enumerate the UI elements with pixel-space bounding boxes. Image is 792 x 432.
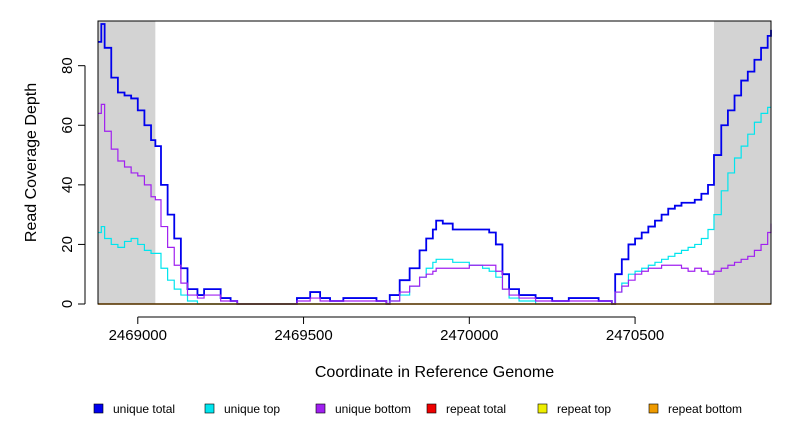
y-axis-title: Read Coverage Depth bbox=[23, 83, 40, 242]
y-axis: 0 20 40 60 80 bbox=[59, 57, 86, 308]
legend-swatch-unique-total bbox=[93, 403, 104, 414]
legend: unique total unique top unique bottom repea… bbox=[93, 402, 742, 416]
y-tick-label-2: 20 bbox=[59, 236, 76, 253]
legend-swatch-unique-top bbox=[204, 403, 215, 414]
plot-border bbox=[97, 20, 772, 305]
x-tick-label-3: 2470000 bbox=[440, 327, 498, 344]
legend-label-unique-total: unique total bbox=[113, 402, 175, 416]
series-unique-top bbox=[98, 106, 771, 305]
legend-label-repeat-top: repeat top bbox=[557, 402, 611, 416]
x-tick-label-1: 2469000 bbox=[109, 327, 167, 344]
legend-swatch-repeat-total bbox=[426, 403, 437, 414]
y-tick-label-1: 0 bbox=[59, 300, 76, 308]
y-tick-label-5: 80 bbox=[59, 57, 76, 74]
shaded-region-2 bbox=[713, 21, 771, 304]
series-unique-total bbox=[98, 23, 772, 305]
series-unique-bottom bbox=[98, 103, 772, 305]
legend-swatch-unique-bottom bbox=[315, 403, 326, 414]
x-tick-label-4: 2470500 bbox=[606, 327, 664, 344]
x-axis: 2469000 2469500 2470000 2470500 bbox=[109, 316, 664, 344]
y-tick-label-4: 60 bbox=[59, 117, 76, 134]
shaded-regions bbox=[98, 21, 771, 304]
shaded-region-1 bbox=[98, 21, 156, 304]
legend-label-repeat-bottom: repeat bottom bbox=[668, 402, 742, 416]
legend-swatch-repeat-top bbox=[537, 403, 548, 414]
legend-swatch-repeat-bottom bbox=[648, 403, 659, 414]
legend-label-unique-bottom: unique bottom bbox=[335, 402, 411, 416]
x-tick-label-2: 2469500 bbox=[274, 327, 332, 344]
legend-label-repeat-total: repeat total bbox=[446, 402, 506, 416]
legend-label-unique-top: unique top bbox=[224, 402, 280, 416]
y-tick-label-3: 40 bbox=[59, 176, 76, 193]
x-axis-title: Coordinate in Reference Genome bbox=[315, 364, 554, 381]
series-lines bbox=[98, 23, 772, 305]
